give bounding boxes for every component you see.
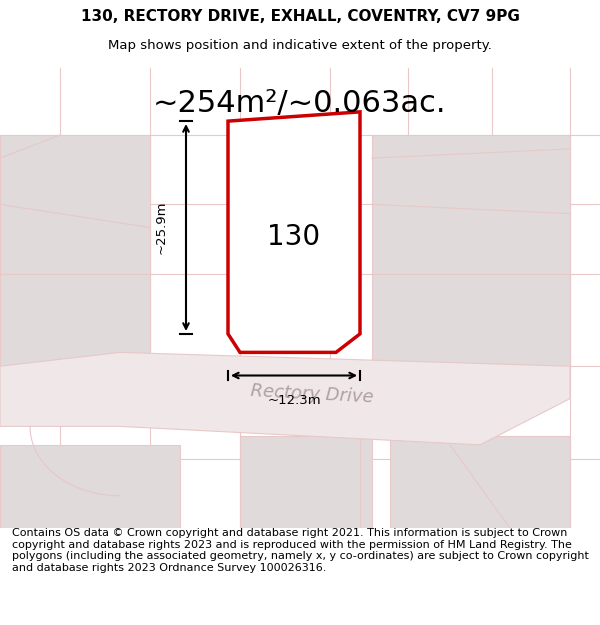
Text: ~12.3m: ~12.3m <box>267 394 321 407</box>
Text: Map shows position and indicative extent of the property.: Map shows position and indicative extent… <box>108 39 492 52</box>
Polygon shape <box>372 135 570 274</box>
Text: ~254m²/~0.063ac.: ~254m²/~0.063ac. <box>153 89 447 118</box>
Polygon shape <box>0 135 150 274</box>
Text: ~25.9m: ~25.9m <box>155 201 168 254</box>
Text: 130, RECTORY DRIVE, EXHALL, COVENTRY, CV7 9PG: 130, RECTORY DRIVE, EXHALL, COVENTRY, CV… <box>80 9 520 24</box>
Text: Rectory Drive: Rectory Drive <box>250 382 374 406</box>
Polygon shape <box>0 274 150 389</box>
Text: Contains OS data © Crown copyright and database right 2021. This information is : Contains OS data © Crown copyright and d… <box>12 528 589 573</box>
Text: 130: 130 <box>268 222 320 251</box>
Polygon shape <box>372 274 570 389</box>
Polygon shape <box>228 112 360 352</box>
Polygon shape <box>0 352 570 445</box>
Polygon shape <box>0 445 180 528</box>
Polygon shape <box>390 436 570 528</box>
Polygon shape <box>240 436 372 528</box>
